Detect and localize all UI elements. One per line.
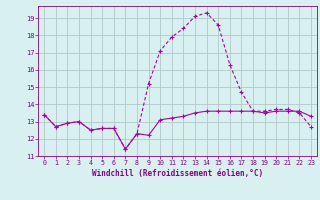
X-axis label: Windchill (Refroidissement éolien,°C): Windchill (Refroidissement éolien,°C) [92,169,263,178]
